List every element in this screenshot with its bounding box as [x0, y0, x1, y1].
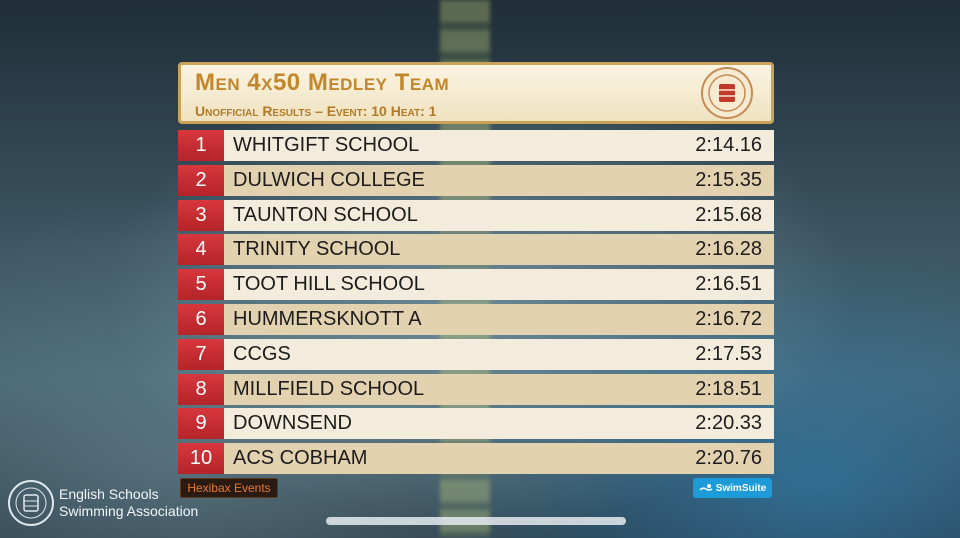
- swimsuite-badge: SwimSuite: [693, 478, 772, 498]
- position-badge: 6: [178, 303, 224, 335]
- position-badge: 7: [178, 338, 224, 370]
- finish-time: 2:14.16: [695, 134, 762, 156]
- finish-time: 2:15.68: [695, 203, 762, 226]
- finish-time: 2:15.35: [695, 168, 762, 191]
- position-badge: 8: [178, 373, 224, 405]
- position-badge: 2: [178, 164, 224, 196]
- team-name: WHITGIFT SCHOOL: [233, 134, 420, 156]
- team-name: TOOT HILL SCHOOL: [233, 273, 425, 296]
- finish-time: 2:16.72: [695, 307, 762, 330]
- esswa-logo-icon: [8, 480, 54, 526]
- result-row: 7 CCGS 2:17.53: [178, 338, 774, 370]
- finish-time: 2:20.33: [695, 412, 762, 435]
- finish-time: 2:16.28: [695, 238, 762, 261]
- position-badge: 10: [178, 443, 224, 475]
- result-row: 5 TOOT HILL SCHOOL 2:16.51: [178, 269, 774, 301]
- event-subtitle: Unofficial Results – Event: 10 Heat: 1: [195, 103, 437, 119]
- team-name: ACS COBHAM: [233, 447, 368, 470]
- result-row: 3 TAUNTON SCHOOL 2:15.68: [178, 199, 774, 231]
- result-row: 1 WHITGIFT SCHOOL 2:14.16: [178, 130, 774, 161]
- organisation-name-line2: Swimming Association: [59, 503, 199, 519]
- organisation-name-line1: English Schools: [59, 486, 159, 502]
- result-row: 2 DULWICH COLLEGE 2:15.35: [178, 164, 774, 196]
- position-badge: 5: [178, 269, 224, 301]
- esswa-crest-icon: [701, 67, 753, 119]
- hexibax-events-badge: Hexibax Events: [180, 478, 278, 498]
- position-badge: 4: [178, 234, 224, 266]
- team-name: DOWNSEND: [233, 412, 352, 435]
- finish-time: 2:20.76: [695, 447, 762, 470]
- event-title: Men 4x50 Medley Team: [195, 69, 450, 96]
- swimsuite-label: SwimSuite: [715, 482, 767, 494]
- swimmer-icon: [699, 484, 713, 491]
- result-row: 8 MILLFIELD SCHOOL 2:18.51: [178, 373, 774, 405]
- result-row: 9 DOWNSEND 2:20.33: [178, 408, 774, 440]
- video-scrubber[interactable]: [326, 517, 626, 525]
- result-row: 4 TRINITY SCHOOL 2:16.28: [178, 234, 774, 266]
- team-name: HUMMERSKNOTT A: [233, 307, 422, 330]
- position-badge: 3: [178, 199, 224, 231]
- team-name: DULWICH COLLEGE: [233, 168, 425, 191]
- team-name: MILLFIELD SCHOOL: [233, 377, 425, 400]
- team-name: TAUNTON SCHOOL: [233, 203, 418, 226]
- finish-time: 2:18.51: [695, 377, 762, 400]
- organisation-name: English Schools Swimming Association: [59, 486, 198, 520]
- finish-time: 2:17.53: [695, 342, 762, 365]
- results-header-panel: Men 4x50 Medley Team Unofficial Results …: [178, 62, 774, 124]
- results-table: 1 WHITGIFT SCHOOL 2:14.16 2 DULWICH COLLE…: [178, 130, 774, 478]
- result-row: 10 ACS COBHAM 2:20.76: [178, 443, 774, 475]
- position-badge: 9: [178, 408, 224, 440]
- team-name: TRINITY SCHOOL: [233, 238, 401, 261]
- finish-time: 2:16.51: [695, 273, 762, 296]
- team-name: CCGS: [233, 342, 291, 365]
- position-badge: 1: [178, 130, 224, 161]
- result-row: 6 HUMMERSKNOTT A 2:16.72: [178, 303, 774, 335]
